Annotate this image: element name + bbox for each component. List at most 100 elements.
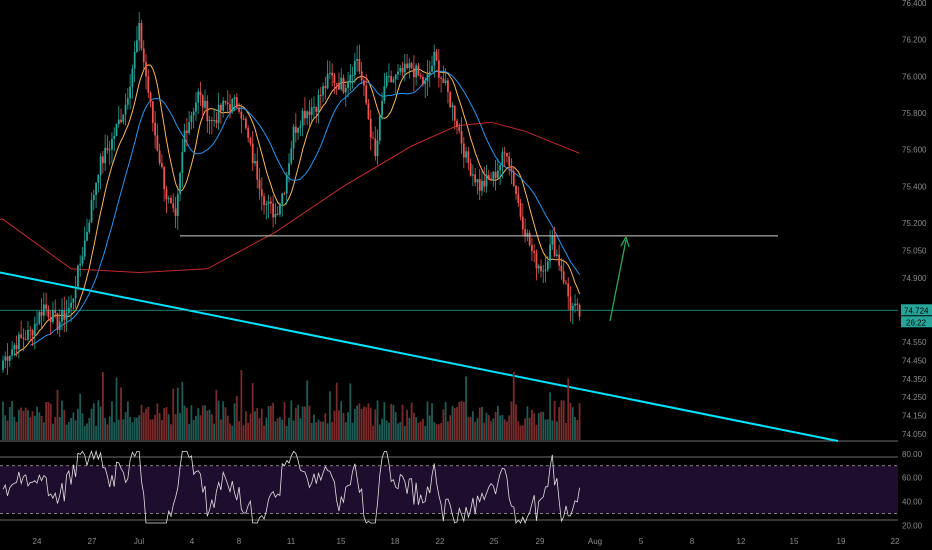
volume-bar xyxy=(313,414,315,440)
current-price-label: 74.724 xyxy=(904,306,929,315)
candle-body xyxy=(140,22,143,49)
candle-body xyxy=(351,74,354,76)
volume-bar xyxy=(344,422,347,440)
candle-body xyxy=(301,110,304,126)
price-tick-label: 74.450 xyxy=(902,357,927,366)
candle-body xyxy=(99,156,102,175)
oscillator-tick-label: 80.00 xyxy=(902,450,923,459)
candle-body xyxy=(27,329,29,340)
candle-body xyxy=(510,165,513,172)
candle-body xyxy=(304,110,306,119)
candle-body xyxy=(551,235,554,245)
candle-body xyxy=(378,115,381,141)
candle-body xyxy=(213,120,216,122)
candle-body xyxy=(260,189,263,197)
volume-bar xyxy=(474,421,477,440)
candle-body xyxy=(456,120,458,128)
candle-body xyxy=(199,91,202,96)
candle-body xyxy=(499,164,502,171)
candle-body xyxy=(299,125,302,128)
candle-body xyxy=(506,153,508,157)
candle-body xyxy=(149,92,152,102)
volume-bar xyxy=(165,407,168,440)
candle-body xyxy=(467,151,470,164)
volume-bar xyxy=(331,421,334,440)
volume-bar xyxy=(240,370,243,440)
volume-bar xyxy=(31,411,34,440)
volume-bar xyxy=(490,421,492,440)
volume-bar xyxy=(540,411,542,440)
candle-body xyxy=(492,171,495,181)
volume-bar xyxy=(158,413,161,440)
candle-body xyxy=(324,86,327,89)
candle-body xyxy=(544,269,547,271)
volume-bar xyxy=(238,421,240,440)
volume-bar xyxy=(2,401,4,440)
volume-bar xyxy=(129,416,132,440)
volume-bar xyxy=(338,410,340,440)
volume-bar xyxy=(131,422,134,440)
candle-body xyxy=(487,175,490,179)
price-tick-label: 75.400 xyxy=(902,182,927,191)
volume-bar xyxy=(161,420,163,440)
candle-body xyxy=(11,349,13,356)
oscillator-band xyxy=(0,465,898,514)
volume-bar xyxy=(61,400,63,440)
volume-bar xyxy=(349,383,352,440)
volume-bar xyxy=(195,415,197,440)
candle-body xyxy=(306,111,309,119)
volume-bar xyxy=(406,409,408,440)
volume-bar xyxy=(74,420,77,440)
time-tick-label: 15 xyxy=(790,537,799,546)
oscillator-tick-label: 40.00 xyxy=(902,498,923,507)
price-panel[interactable] xyxy=(0,12,898,442)
price-axis[interactable]: 74.050 74.150 74.250 74.350 74.450 74.550 74.9… xyxy=(902,0,927,530)
volume-bar xyxy=(11,400,13,440)
candle-body xyxy=(265,204,268,206)
moving-average-slow xyxy=(0,121,580,274)
candle-body xyxy=(501,152,504,165)
candle-body xyxy=(104,147,107,164)
volume-bar xyxy=(99,406,102,440)
volume-bar xyxy=(376,400,379,440)
candle-body xyxy=(74,289,77,299)
candle-body xyxy=(165,189,168,200)
volume-bar xyxy=(476,418,479,440)
volume-bar xyxy=(378,424,381,440)
candle-body xyxy=(353,60,356,75)
candle-body xyxy=(158,150,161,164)
candle-body xyxy=(22,337,25,340)
moving-average-mid xyxy=(30,70,581,346)
price-tick-label: 76.400 xyxy=(902,0,927,8)
volume-bar xyxy=(231,425,234,440)
candle-body xyxy=(210,119,213,121)
volume-bar xyxy=(201,405,204,440)
volume-bar xyxy=(481,406,483,440)
volume-bar xyxy=(503,419,506,440)
volume-bar xyxy=(471,411,474,440)
candle-body xyxy=(224,100,227,103)
candle-body xyxy=(97,174,100,183)
volume-bar xyxy=(6,420,9,440)
candle-body xyxy=(319,95,322,97)
volume-bar xyxy=(242,425,245,440)
volume-bar xyxy=(297,404,299,440)
time-tick-label: 15 xyxy=(337,537,346,546)
time-axis[interactable]: 24 27 Jul 4 8 11 15 18 22 25 29 Aug 5 8 12 15 19 22 xyxy=(33,537,900,546)
volume-bar xyxy=(308,405,311,440)
candle-body xyxy=(565,282,567,284)
volume-bar xyxy=(433,422,436,440)
volume-bar xyxy=(324,413,327,440)
oscillator-panel[interactable] xyxy=(0,449,898,525)
volume-bar xyxy=(29,417,32,440)
volume-bar xyxy=(172,388,175,440)
volume-bar xyxy=(558,407,561,440)
volume-bar xyxy=(47,401,50,440)
candle-body xyxy=(372,137,374,139)
volume-bar xyxy=(412,412,415,440)
candle-body xyxy=(36,323,38,325)
price-tick-label: 74.550 xyxy=(902,338,927,347)
candle-body xyxy=(340,77,343,90)
volume-bar xyxy=(578,403,581,440)
